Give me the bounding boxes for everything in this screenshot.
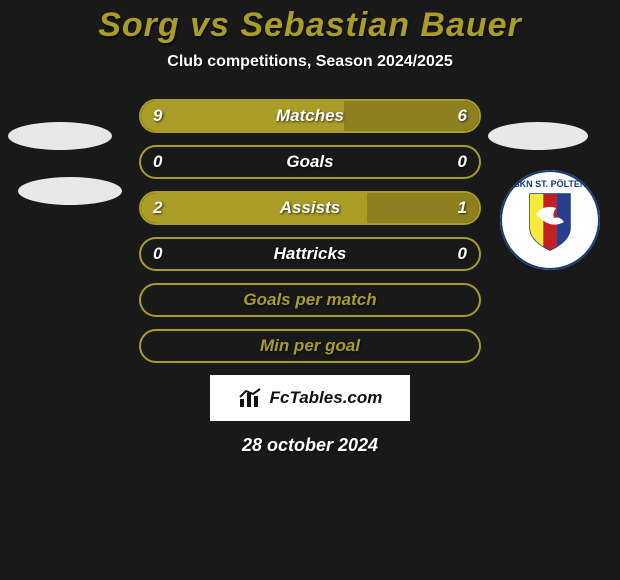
club-badge-right: SKN ST. PÖLTEN <box>500 170 600 270</box>
stat-value-right: 0 <box>458 152 467 172</box>
stat-value-right: 0 <box>458 244 467 264</box>
stat-row: Goals per match <box>139 283 481 317</box>
fctables-chart-icon <box>238 387 264 409</box>
page-title: Sorg vs Sebastian Bauer <box>0 0 620 45</box>
player-badge-right-1 <box>488 122 588 150</box>
club-logo-icon: SKN ST. PÖLTEN <box>500 170 600 270</box>
fctables-attribution[interactable]: FcTables.com <box>210 375 410 421</box>
stat-value-left: 2 <box>153 198 162 218</box>
stat-label: Matches <box>276 106 344 126</box>
stat-value-left: 9 <box>153 106 162 126</box>
stat-row: Min per goal <box>139 329 481 363</box>
player-badge-left-2 <box>18 177 122 205</box>
stat-label: Assists <box>280 198 340 218</box>
page-subtitle: Club competitions, Season 2024/2025 <box>0 53 620 71</box>
stat-value-left: 0 <box>153 152 162 172</box>
stat-label: Hattricks <box>274 244 347 264</box>
stat-value-left: 0 <box>153 244 162 264</box>
stat-label: Goals <box>286 152 333 172</box>
generation-date: 28 october 2024 <box>0 435 620 456</box>
stat-row: 0 0 Goals <box>139 145 481 179</box>
stat-value-right: 6 <box>458 106 467 126</box>
fctables-label: FcTables.com <box>270 388 383 408</box>
player-badge-left-1 <box>8 122 112 150</box>
stat-row: 2 1 Assists <box>139 191 481 225</box>
stat-label: Min per goal <box>260 336 360 356</box>
stat-label: Goals per match <box>243 290 376 310</box>
stat-row: 9 6 Matches <box>139 99 481 133</box>
stat-value-right: 1 <box>458 198 467 218</box>
club-ring-text-top: SKN ST. PÖLTEN <box>514 179 587 189</box>
stat-row: 0 0 Hattricks <box>139 237 481 271</box>
